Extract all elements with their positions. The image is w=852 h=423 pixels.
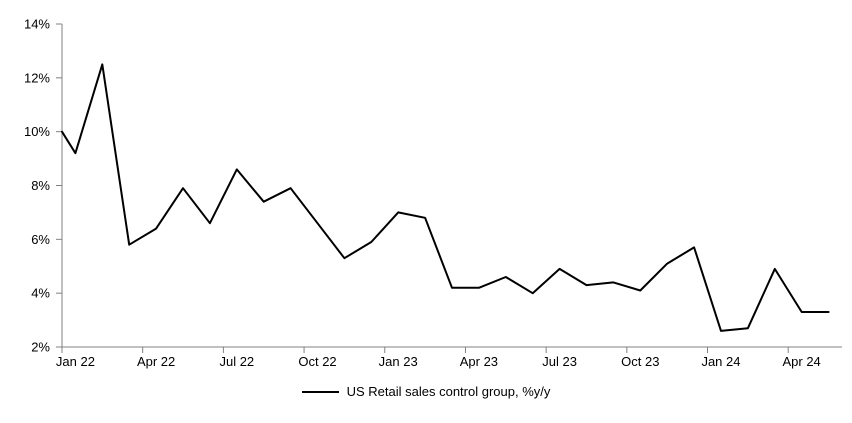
- y-tick-label: 4%: [31, 286, 50, 301]
- y-tick-label: 6%: [31, 232, 50, 247]
- x-tick-label: Jul 22: [219, 354, 254, 369]
- legend-label: US Retail sales control group, %y/y: [346, 384, 551, 399]
- chart-plot-area: 2% 4% 6% 8% 10% 12% 14% Jan 22 Apr 22 Jul 22 Oct 2…: [24, 17, 842, 369]
- x-tick-label: Oct 23: [621, 354, 659, 369]
- x-tick-label: Apr 23: [460, 354, 498, 369]
- legend-line-sample: [301, 390, 339, 393]
- y-tick-label: 10%: [24, 124, 50, 139]
- x-tick-label: Apr 22: [137, 354, 175, 369]
- series-line: [61, 63, 830, 332]
- x-tick-label: Apr 24: [782, 354, 820, 369]
- y-tick-label: 14%: [24, 17, 50, 32]
- x-tick-label: Jan 24: [701, 354, 740, 369]
- x-tick-label: Jan 23: [379, 354, 418, 369]
- y-tick-label: 8%: [31, 178, 50, 193]
- x-tick-label: Jul 23: [542, 354, 577, 369]
- chart-legend: US Retail sales control group, %y/y: [0, 384, 852, 399]
- y-tick-label: 2%: [31, 340, 50, 355]
- x-tick-label: Jan 22: [56, 354, 95, 369]
- x-tick-label: Oct 22: [298, 354, 336, 369]
- y-tick-label: 12%: [24, 70, 50, 85]
